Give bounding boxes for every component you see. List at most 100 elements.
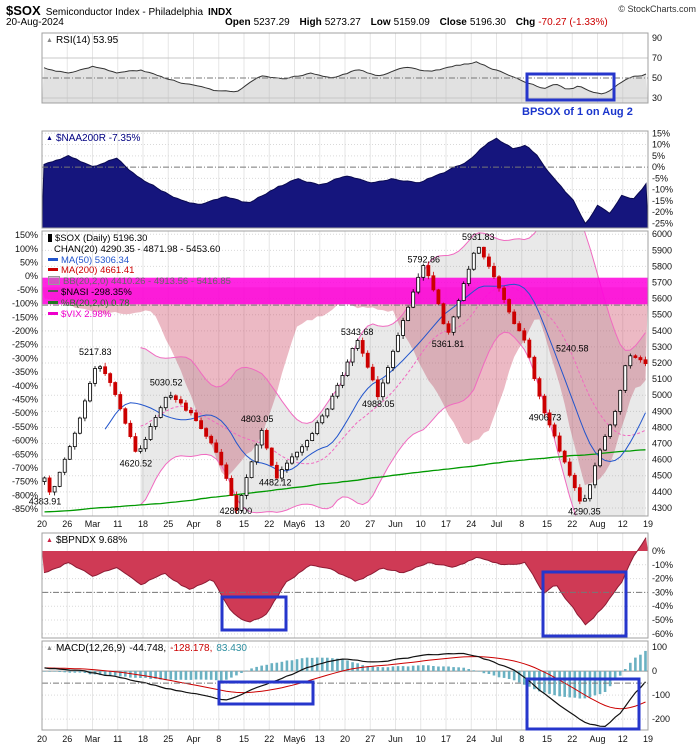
x-axis-label: 20 — [340, 519, 350, 529]
x-axis-label: 17 — [441, 519, 451, 529]
price-label: 4290.35 — [568, 507, 601, 517]
annotation-box — [220, 595, 288, 632]
axis-tick: -550% — [12, 422, 38, 432]
axis-tick: 70 — [652, 53, 662, 63]
legend-item-label: %B(20,2,0) 0.78 — [61, 297, 130, 309]
legend-item: CHAN(20) 4290.35 - 4871.98 - 5453.60 — [48, 244, 220, 255]
axis-tick: 0% — [652, 546, 665, 556]
x-axis-label: 10 — [416, 519, 426, 529]
axis-tick: 5100 — [652, 374, 672, 384]
axis-tick: -10% — [652, 560, 673, 570]
axis-tick: 5400 — [652, 326, 672, 336]
price-label: 4620.52 — [120, 458, 153, 468]
axis-tick: 6000 — [652, 229, 672, 239]
axis-tick: -200% — [12, 326, 38, 336]
bpndx-area — [42, 537, 648, 625]
macd-panel-border — [41, 640, 649, 731]
x-axis-label: 15 — [239, 519, 249, 529]
x-axis-label: Aug — [589, 734, 605, 744]
bpndx-panel-label: ▲ $BPNDX 9.68% — [46, 535, 127, 546]
close-label: Close — [439, 17, 467, 28]
axis-tick: -450% — [12, 395, 38, 405]
x-axis-label: 15 — [542, 734, 552, 744]
x-axis-label: 12 — [618, 519, 628, 529]
chg-value: -70.27 (-1.33%) — [538, 17, 608, 28]
axis-tick: 4500 — [652, 471, 672, 481]
x-axis-label: 24 — [466, 519, 476, 529]
rsi-panel-label: ▲ RSI(14) 53.95 — [46, 35, 118, 46]
axis-tick: 15% — [652, 128, 670, 138]
price-label: 4906.73 — [529, 412, 562, 422]
quote-row: 20-Aug-2024 Open 5237.29 High 5273.27 Low 5… — [6, 17, 696, 28]
bpndx-panel-border — [41, 532, 649, 639]
x-axis-label: 17 — [441, 734, 451, 744]
axis-tick: 100 — [652, 642, 667, 652]
axis-tick: 5300 — [652, 342, 672, 352]
annotation-box — [217, 680, 315, 706]
axis-tick: -25% — [652, 218, 673, 228]
legend-item: $VIX 2.98% — [48, 309, 111, 320]
axis-tick: 4900 — [652, 406, 672, 416]
axis-tick: 4800 — [652, 422, 672, 432]
axis-tick: -100% — [12, 299, 38, 309]
x-axis-label: Apr — [186, 519, 200, 529]
x-axis-label: 26 — [62, 734, 72, 744]
axis-tick: -700% — [12, 463, 38, 473]
x-axis-label: 12 — [618, 734, 628, 744]
main-chart-series — [42, 231, 648, 516]
axis-tick: 0 — [652, 666, 657, 676]
macd-label-text: MACD(12,26,9) — [55, 643, 126, 654]
x-axis-label: 8 — [216, 734, 221, 744]
triangle-marker-icon: ▲ — [46, 37, 53, 44]
ma200-line — [44, 449, 646, 513]
axis-tick: -50% — [652, 615, 673, 625]
axis-tick: 4600 — [652, 455, 672, 465]
axis-tick: -50% — [17, 285, 38, 295]
nasi-area — [42, 287, 648, 486]
x-axis-label: 11 — [113, 734, 122, 744]
x-axis-label: 22 — [567, 734, 577, 744]
legend-item-label: BB(20,2,0) 4410.26 - 4913.56 - 5416.85 — [63, 276, 231, 288]
high-value: 5273.27 — [324, 17, 361, 28]
axis-tick: 5900 — [652, 245, 672, 255]
axis-tick: -250% — [12, 340, 38, 350]
axis-tick: 4400 — [652, 487, 672, 497]
axis-tick: 5800 — [652, 261, 672, 271]
naa200r-panel-label: ▲ $NAA200R -7.35% — [46, 133, 140, 144]
legend-item-label: $SOX (Daily) 5196.30 — [55, 233, 148, 244]
low-value: 5159.09 — [393, 17, 430, 28]
macd-value-2: -128.178, — [170, 643, 213, 654]
x-axis-label: 25 — [163, 734, 173, 744]
x-axis-label: 19 — [643, 519, 653, 529]
legend-item: %B(20,2,0) 0.78 — [48, 298, 130, 309]
open-value: 5237.29 — [253, 17, 290, 28]
x-axis-label: Jun — [388, 519, 403, 529]
axis-tick: 0% — [25, 271, 38, 281]
x-axis-label: May6 — [283, 734, 305, 744]
axis-tick: 4300 — [652, 503, 672, 513]
axis-tick: 50 — [652, 73, 662, 83]
price-label: 5030.52 — [150, 377, 183, 387]
axis-tick: -300% — [12, 353, 38, 363]
axis-tick: -10% — [652, 185, 673, 195]
axis-tick: 50% — [20, 258, 38, 268]
open-label: Open — [225, 17, 251, 28]
x-axis-label: Mar — [85, 519, 101, 529]
chg-label: Chg — [515, 17, 536, 28]
x-axis-label: 8 — [216, 519, 221, 529]
price-label: 4988.05 — [362, 399, 395, 409]
axis-tick: 150% — [15, 230, 38, 240]
symbol-name: Semiconductor Index - Philadelphia — [45, 7, 204, 18]
price-label: 5217.83 — [79, 347, 112, 357]
exchange-label: INDX — [208, 7, 232, 18]
legend-item: $SOX (Daily) 5196.30 — [48, 233, 147, 244]
triangle-marker-icon: ▲ — [46, 645, 53, 652]
x-axis-label: May6 — [283, 519, 305, 529]
axis-tick: -60% — [652, 629, 673, 639]
rsi-label-text: RSI(14) 53.95 — [55, 35, 119, 46]
line-swatch-icon — [48, 311, 58, 315]
chart-header: $SOX Semiconductor Index - Philadelphia IN… — [0, 0, 700, 32]
x-axis-label: Jun — [388, 734, 403, 744]
annotation-box — [525, 677, 641, 731]
